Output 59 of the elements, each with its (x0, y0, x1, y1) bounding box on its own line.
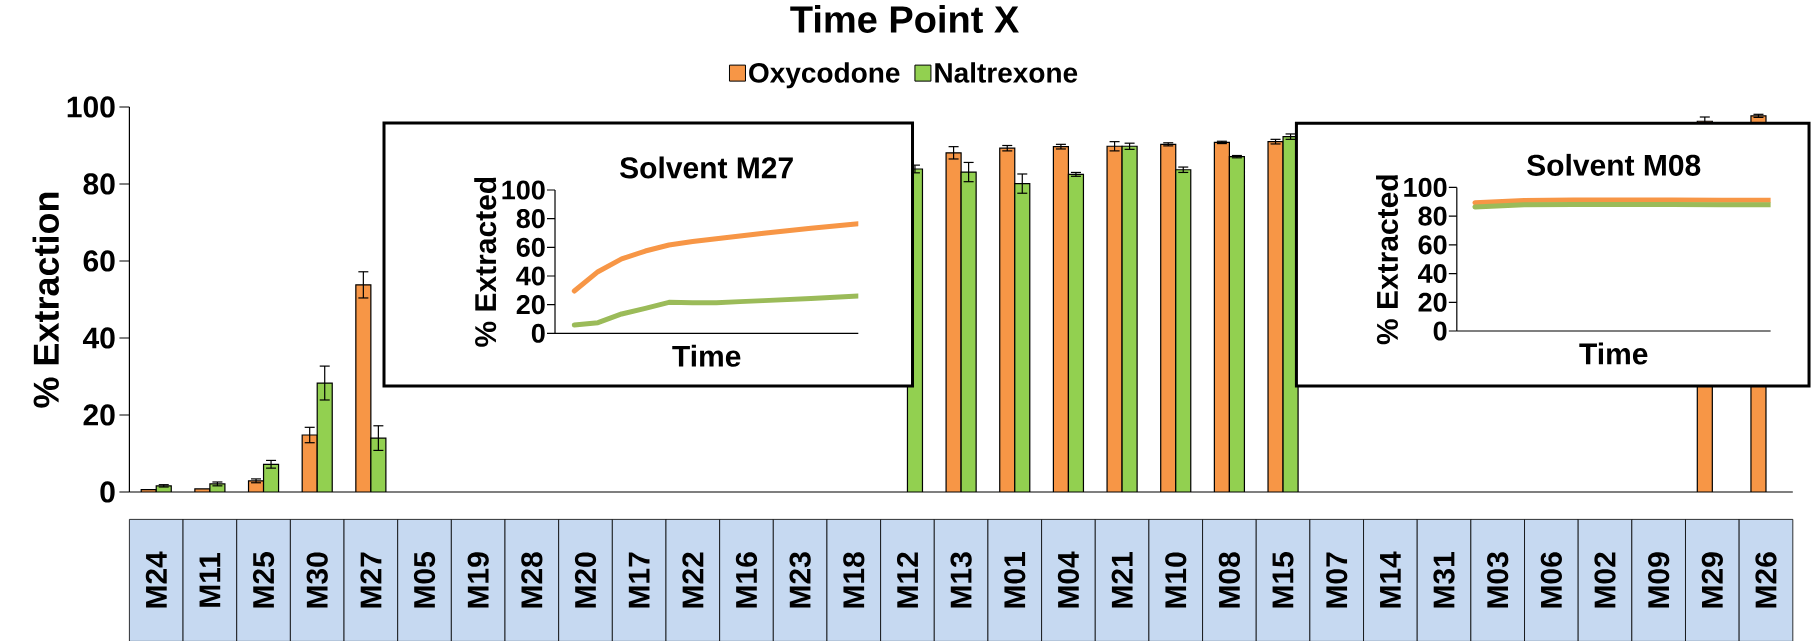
x-tick-label: M10 (1165, 552, 1187, 608)
x-tick-label: M17 (628, 552, 650, 608)
x-tick-label: M06 (1540, 552, 1562, 608)
y-tick-label: 0 (1433, 321, 1447, 341)
legend-label: Naltrexone (935, 62, 1078, 83)
x-tick-label: M12 (896, 552, 918, 608)
y-tick-label: 80 (83, 173, 115, 195)
y-tick-label: 20 (83, 404, 115, 426)
x-tick-label: M20 (574, 552, 597, 608)
x-tick-label: M19 (467, 552, 489, 608)
y-tick-label: 0 (531, 323, 545, 343)
x-tick-label: M27 (360, 552, 382, 608)
x-tick-label: M30 (306, 552, 328, 608)
y-tick-label: 60 (83, 250, 115, 272)
y-tick-label: 100 (1404, 177, 1447, 197)
x-tick-label: M28 (521, 552, 543, 608)
x-tick-label: M01 (1004, 552, 1026, 608)
y-tick-label: 60 (516, 237, 545, 257)
y-tick-label: 40 (516, 266, 545, 286)
y-tick-label: 80 (516, 209, 545, 229)
x-tick-label: M26 (1755, 552, 1777, 608)
y-tick-label: 20 (1418, 292, 1447, 312)
x-tick-label: M29 (1701, 552, 1723, 608)
y-tick-label: 20 (516, 295, 545, 315)
x-tick-label: M08 (1218, 552, 1241, 608)
x-tick-label: M14 (1380, 551, 1401, 608)
x-tick-label: M18 (843, 552, 865, 608)
chart-title: Time Point X (790, 5, 1019, 33)
x-tick-label: M03 (1487, 552, 1509, 608)
chart-title: Solvent M27 (619, 156, 793, 179)
x-tick-label: M02 (1594, 552, 1616, 608)
chart-title: Solvent M08 (1527, 153, 1701, 176)
y-tick-label: 60 (1418, 235, 1447, 255)
x-tick-label: M16 (735, 552, 758, 608)
y-tick-label: 40 (1417, 263, 1447, 284)
x-tick-label: M07 (1326, 552, 1348, 608)
x-tick-label: M09 (1648, 552, 1670, 608)
y-tick-label: 80 (1418, 206, 1447, 226)
x-tick-label: M24 (145, 551, 167, 608)
x-tick-label: M15 (1272, 552, 1294, 608)
x-tick-label: M22 (682, 552, 704, 608)
x-tick-label: M11 (199, 552, 221, 607)
x-tick-label: M21 (1111, 552, 1133, 608)
x-tick-label: M25 (252, 552, 275, 608)
x-tick-label: M23 (789, 552, 811, 608)
y-tick-label: 0 (100, 481, 115, 503)
x-tick-label: M05 (413, 552, 436, 608)
x-axis-title: Time (672, 344, 741, 367)
x-tick-label: M04 (1057, 551, 1080, 608)
x-tick-label: M31 (1433, 552, 1455, 608)
y-axis-title: % Extracted (1376, 175, 1399, 345)
legend-label: Oxycodone (749, 62, 900, 89)
y-tick-label: 40 (82, 327, 115, 349)
y-axis-title: % Extracted (474, 177, 497, 347)
x-axis-title: Time (1579, 342, 1648, 365)
y-tick-label: 100 (67, 96, 115, 118)
y-tick-label: 100 (502, 180, 545, 200)
x-tick-label: M13 (950, 552, 972, 608)
y-axis-title: % Extraction (32, 192, 59, 408)
